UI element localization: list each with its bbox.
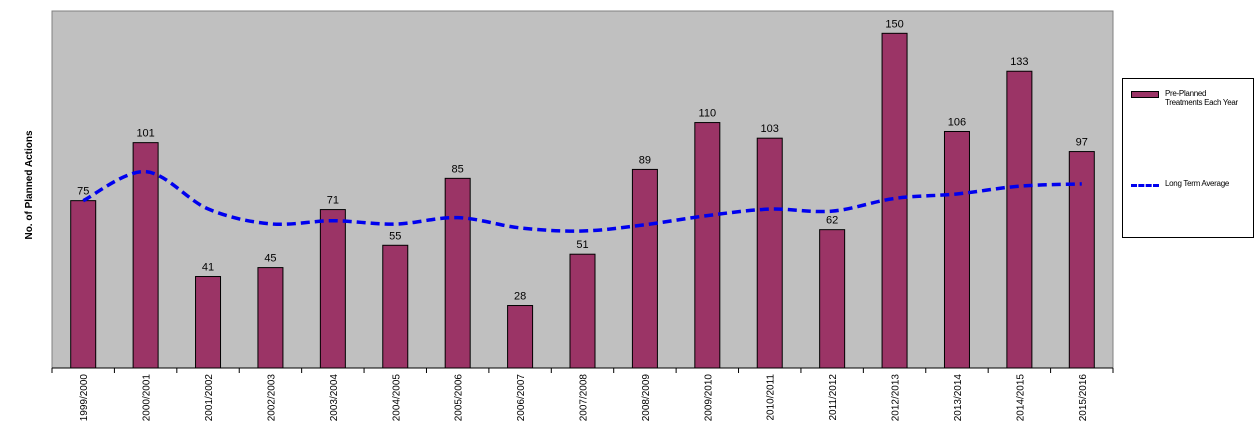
x-tick-label: 2013/2014	[953, 374, 964, 422]
bar-value-label: 75	[77, 186, 89, 198]
bar	[444, 177, 471, 369]
bar	[70, 200, 97, 369]
legend-item-bars: Pre-Planned Treatments Each Year	[1131, 89, 1245, 107]
x-tick-label: 2006/2007	[516, 374, 527, 422]
x-tick-label: 2011/2012	[828, 374, 839, 421]
bar-value-label: 150	[885, 18, 903, 30]
bar	[195, 276, 222, 369]
bar	[319, 209, 346, 369]
y-axis-label-container: No. of Planned Actions	[22, 55, 42, 315]
bar	[694, 122, 721, 369]
bar	[819, 229, 846, 369]
x-tick-label: 2003/2004	[329, 374, 340, 422]
line-long-term-average	[82, 169, 1082, 233]
bar-value-label: 28	[514, 291, 526, 303]
bar	[382, 244, 409, 369]
bar	[507, 305, 534, 369]
bar-value-label: 45	[264, 253, 276, 265]
x-tick-label: 2014/2015	[1015, 374, 1026, 422]
bar-value-label: 106	[948, 116, 966, 128]
bar-value-label: 110	[699, 108, 717, 120]
bar	[756, 137, 783, 369]
bar	[1006, 70, 1033, 369]
legend-item-average: Long Term Average	[1131, 179, 1245, 188]
x-tick-label: 1999/2000	[79, 374, 90, 422]
x-tick-label: 2009/2010	[703, 374, 714, 422]
bar-value-label: 85	[452, 163, 464, 175]
bar-value-label: 41	[202, 262, 214, 274]
x-tick-label: 2015/2016	[1078, 374, 1089, 422]
bar-value-label: 97	[1076, 137, 1088, 149]
x-tick-label: 2001/2002	[204, 374, 215, 422]
bar-value-label: 55	[389, 230, 401, 242]
legend-swatch-average	[1131, 184, 1159, 187]
bar-value-label: 62	[826, 215, 838, 227]
bar-value-label: 101	[136, 128, 154, 140]
x-tick-label: 2007/2008	[579, 374, 590, 422]
x-tick-label: 2010/2011	[766, 374, 777, 421]
bar-value-label: 103	[761, 123, 779, 135]
bar	[132, 142, 159, 369]
legend-swatch-bars	[1131, 91, 1159, 98]
legend-label-average: Long Term Average	[1165, 179, 1229, 188]
x-tick-label: 2004/2005	[391, 374, 402, 422]
bar-value-label: 51	[576, 239, 588, 251]
bar-value-label: 71	[327, 195, 339, 207]
bar-value-label: 133	[1010, 56, 1028, 68]
bar	[257, 267, 284, 369]
bar	[631, 168, 658, 369]
legend: Pre-Planned Treatments Each Year Long Te…	[1122, 78, 1254, 238]
x-tick-label: 2008/2009	[641, 374, 652, 422]
x-tick-label: 2002/2003	[266, 374, 277, 422]
y-axis-label: No. of Planned Actions	[24, 130, 35, 240]
x-tick-label: 2012/2013	[891, 374, 902, 422]
bar	[943, 130, 970, 369]
x-tick-label: 2000/2001	[142, 374, 153, 422]
legend-label-bars: Pre-Planned Treatments Each Year	[1165, 89, 1238, 107]
x-tick-label: 2005/2006	[454, 374, 465, 422]
bar	[569, 253, 596, 369]
bar-value-label: 89	[639, 154, 651, 166]
